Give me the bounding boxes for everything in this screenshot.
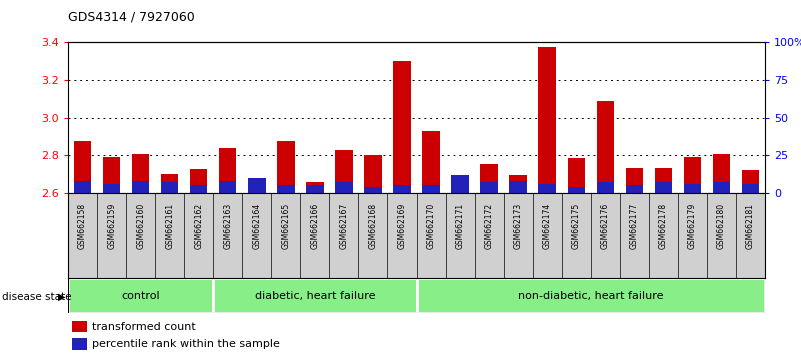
Text: GSM662162: GSM662162 <box>195 203 203 249</box>
Bar <box>597 101 614 193</box>
Text: ▶: ▶ <box>58 292 66 302</box>
Text: GSM662178: GSM662178 <box>659 203 668 249</box>
Bar <box>393 61 411 193</box>
Text: GSM662166: GSM662166 <box>311 203 320 249</box>
Text: GSM662179: GSM662179 <box>688 203 697 249</box>
Text: percentile rank within the sample: percentile rank within the sample <box>92 339 280 349</box>
Text: transformed count: transformed count <box>92 322 196 332</box>
Bar <box>422 131 440 193</box>
Text: GSM662175: GSM662175 <box>572 203 581 249</box>
Bar <box>306 182 324 193</box>
Bar <box>683 184 701 193</box>
Text: GSM662161: GSM662161 <box>165 203 174 249</box>
Bar <box>161 174 179 193</box>
Text: non-diabetic, heart failure: non-diabetic, heart failure <box>518 291 663 301</box>
Text: GSM662165: GSM662165 <box>281 203 290 249</box>
Bar <box>213 278 417 313</box>
Bar <box>219 148 236 193</box>
Text: GSM662164: GSM662164 <box>252 203 261 249</box>
Bar <box>713 182 731 193</box>
Bar <box>132 154 149 193</box>
Text: GSM662180: GSM662180 <box>717 203 726 249</box>
Bar <box>422 185 440 193</box>
Text: disease state: disease state <box>2 292 71 302</box>
Text: GSM662160: GSM662160 <box>136 203 145 249</box>
Bar <box>597 182 614 193</box>
Bar <box>626 185 643 193</box>
Bar <box>567 187 585 193</box>
Bar <box>71 338 87 349</box>
Text: GSM662159: GSM662159 <box>107 203 116 249</box>
Bar <box>306 185 324 193</box>
Bar <box>277 185 295 193</box>
Bar <box>74 181 91 193</box>
Text: GSM662167: GSM662167 <box>340 203 348 249</box>
Bar <box>417 278 765 313</box>
Bar <box>481 182 497 193</box>
Bar <box>742 170 759 193</box>
Text: GDS4314 / 7927060: GDS4314 / 7927060 <box>68 11 195 24</box>
Text: GSM662176: GSM662176 <box>601 203 610 249</box>
Bar <box>248 186 266 193</box>
Bar <box>742 184 759 193</box>
Bar <box>393 185 411 193</box>
Bar <box>713 154 731 193</box>
Bar <box>103 184 120 193</box>
Bar <box>567 158 585 193</box>
Bar <box>74 141 91 193</box>
Bar <box>364 155 381 193</box>
Bar <box>161 182 179 193</box>
Text: control: control <box>122 291 160 301</box>
Bar <box>509 181 527 193</box>
Bar <box>132 181 149 193</box>
Text: GSM662158: GSM662158 <box>78 203 87 249</box>
Text: GSM662168: GSM662168 <box>368 203 377 249</box>
Bar <box>364 187 381 193</box>
Bar <box>103 157 120 193</box>
Text: GSM662181: GSM662181 <box>746 203 755 249</box>
Bar <box>451 175 469 193</box>
Text: diabetic, heart failure: diabetic, heart failure <box>255 291 375 301</box>
Text: GSM662172: GSM662172 <box>485 203 493 249</box>
Bar <box>481 164 497 193</box>
Text: GSM662174: GSM662174 <box>543 203 552 249</box>
Text: GSM662170: GSM662170 <box>427 203 436 249</box>
Bar <box>538 184 556 193</box>
Bar <box>335 150 352 193</box>
Bar <box>190 185 207 193</box>
Text: GSM662171: GSM662171 <box>456 203 465 249</box>
Text: GSM662169: GSM662169 <box>397 203 406 249</box>
Bar <box>654 169 672 193</box>
Bar <box>219 181 236 193</box>
Bar <box>683 157 701 193</box>
Bar <box>277 141 295 193</box>
Bar <box>71 321 87 332</box>
Bar <box>538 47 556 193</box>
Bar <box>68 278 213 313</box>
Bar <box>654 182 672 193</box>
Text: GSM662173: GSM662173 <box>513 203 522 249</box>
Text: GSM662163: GSM662163 <box>223 203 232 249</box>
Bar <box>190 170 207 193</box>
Text: GSM662177: GSM662177 <box>630 203 638 249</box>
Bar <box>451 186 469 193</box>
Bar <box>248 178 266 193</box>
Bar <box>335 182 352 193</box>
Bar <box>509 175 527 193</box>
Bar <box>626 169 643 193</box>
